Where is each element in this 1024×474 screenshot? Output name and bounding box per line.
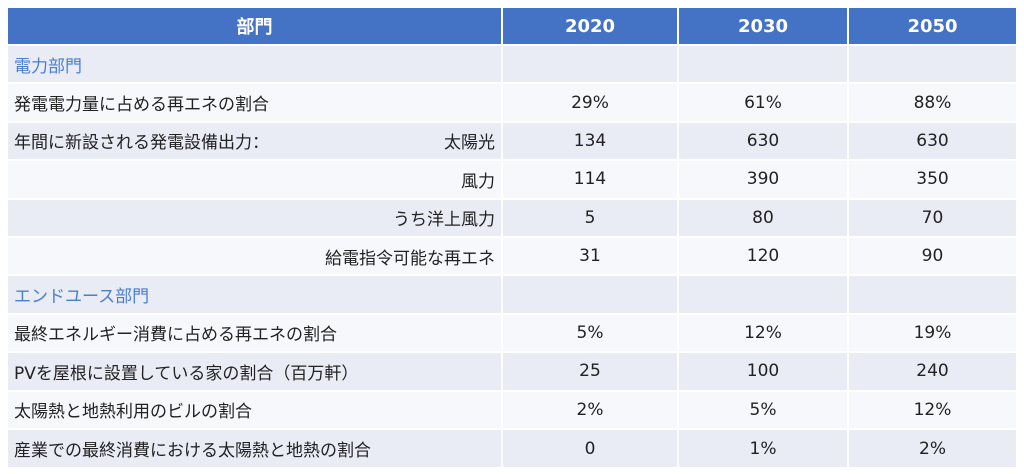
table-row: 最終エネルギー消費に占める再エネの割合 5% 12% 19%	[8, 312, 1016, 353]
cell-value: 2%	[848, 427, 1016, 468]
cell-value: 134	[502, 120, 679, 161]
table-row: 風力 114 390 350	[8, 159, 1016, 199]
row-label: 給電指令可能な再エネ	[8, 235, 503, 276]
section-power-label: 電力部門	[8, 43, 503, 84]
table-row: 発電電力量に占める再エネの割合 29% 61% 88%	[8, 82, 1016, 122]
cell-value: 630	[848, 120, 1016, 161]
cell-value: 25	[502, 351, 679, 391]
cell-value: 19%	[848, 312, 1016, 353]
header-2030: 2030	[678, 8, 849, 45]
row-label-split: 年間に新設される発電設備出力： 太陽光	[8, 120, 503, 161]
cell-value: 70	[848, 197, 1016, 237]
cell-value: 12%	[678, 312, 849, 353]
cell-value: 240	[848, 351, 1016, 391]
row-label: PVを屋根に設置している家の割合（百万軒）	[8, 351, 503, 391]
cell-value: 88%	[848, 82, 1016, 122]
cell-value: 2%	[502, 389, 679, 429]
table-row: 給電指令可能な再エネ 31 120 90	[8, 235, 1016, 276]
table-row: うち洋上風力 5 80 70	[8, 197, 1016, 237]
row-label: 風力	[8, 159, 503, 199]
cell-value: 31	[502, 235, 679, 276]
cell-value: 29%	[502, 82, 679, 122]
cell-value: 120	[678, 235, 849, 276]
header-sector: 部門	[8, 8, 503, 45]
row-label: うち洋上風力	[8, 197, 503, 237]
cell-value: 5%	[678, 389, 849, 429]
table-row: 電力部門	[8, 43, 1016, 84]
table-row: 産業での最終消費における太陽熱と地熱の割合 0 1% 2%	[8, 427, 1016, 468]
table-row: エンドユース部門	[8, 274, 1016, 314]
table-row: PVを屋根に設置している家の割合（百万軒） 25 100 240	[8, 351, 1016, 391]
header-2050: 2050	[848, 8, 1016, 45]
cell-value: 80	[678, 197, 849, 237]
cell-value: 0	[502, 427, 679, 468]
cell-value: 90	[848, 235, 1016, 276]
table-row: 年間に新設される発電設備出力： 太陽光 134 630 630	[8, 120, 1016, 161]
table-row: 太陽熱と地熱利用のビルの割合 2% 5% 12%	[8, 389, 1016, 429]
cell-value: 5	[502, 197, 679, 237]
cell-value	[678, 43, 849, 84]
row-label: 太陽熱と地熱利用のビルの割合	[8, 389, 503, 429]
row-sublabel: 太陽光	[444, 133, 495, 154]
renewables-table: 部門 2020 2030 2050 電力部門 発電電力量に占める再エネの割合 2…	[8, 8, 1016, 468]
row-label: 年間に新設される発電設備出力：	[14, 133, 269, 154]
cell-value: 1%	[678, 427, 849, 468]
data-table-container: 部門 2020 2030 2050 電力部門 発電電力量に占める再エネの割合 2…	[8, 8, 1016, 468]
cell-value: 350	[848, 159, 1016, 199]
cell-value: 390	[678, 159, 849, 199]
header-2020: 2020	[502, 8, 679, 45]
cell-value: 12%	[848, 389, 1016, 429]
row-label: 発電電力量に占める再エネの割合	[8, 82, 503, 122]
section-enduse-label: エンドユース部門	[8, 274, 503, 314]
cell-value	[678, 274, 849, 314]
row-label: 産業での最終消費における太陽熱と地熱の割合	[8, 427, 503, 468]
row-label: 最終エネルギー消費に占める再エネの割合	[8, 312, 503, 353]
cell-value: 61%	[678, 82, 849, 122]
cell-value	[848, 274, 1016, 314]
cell-value: 100	[678, 351, 849, 391]
cell-value	[502, 43, 679, 84]
cell-value	[848, 43, 1016, 84]
cell-value: 630	[678, 120, 849, 161]
cell-value	[502, 274, 679, 314]
table-header-row: 部門 2020 2030 2050	[8, 8, 1016, 45]
cell-value: 5%	[502, 312, 679, 353]
cell-value: 114	[502, 159, 679, 199]
